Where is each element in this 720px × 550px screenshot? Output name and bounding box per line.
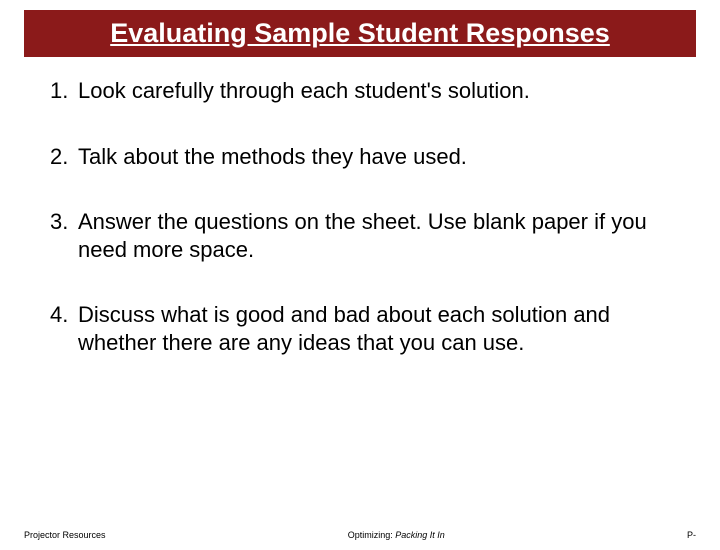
content-area: 1. Look carefully through each student's… bbox=[0, 57, 720, 356]
item-number: 3. bbox=[50, 208, 78, 263]
slide-title: Evaluating Sample Student Responses bbox=[24, 10, 696, 57]
list-item: 3. Answer the questions on the sheet. Us… bbox=[50, 208, 670, 263]
list-item: 4. Discuss what is good and bad about ea… bbox=[50, 301, 670, 356]
item-text: Look carefully through each student's so… bbox=[78, 77, 670, 105]
item-number: 2. bbox=[50, 143, 78, 171]
item-text: Discuss what is good and bad about each … bbox=[78, 301, 670, 356]
footer-left: Projector Resources bbox=[24, 530, 106, 540]
footer-right: P- bbox=[687, 530, 696, 540]
item-text: Talk about the methods they have used. bbox=[78, 143, 670, 171]
item-text: Answer the questions on the sheet. Use b… bbox=[78, 208, 670, 263]
footer-center-italic: Packing It In bbox=[395, 530, 445, 540]
item-number: 4. bbox=[50, 301, 78, 356]
footer-center: Optimizing: Packing It In bbox=[348, 530, 445, 540]
list-item: 2. Talk about the methods they have used… bbox=[50, 143, 670, 171]
footer: Projector Resources Optimizing: Packing … bbox=[0, 530, 720, 540]
item-number: 1. bbox=[50, 77, 78, 105]
list-item: 1. Look carefully through each student's… bbox=[50, 77, 670, 105]
footer-center-prefix: Optimizing: bbox=[348, 530, 396, 540]
